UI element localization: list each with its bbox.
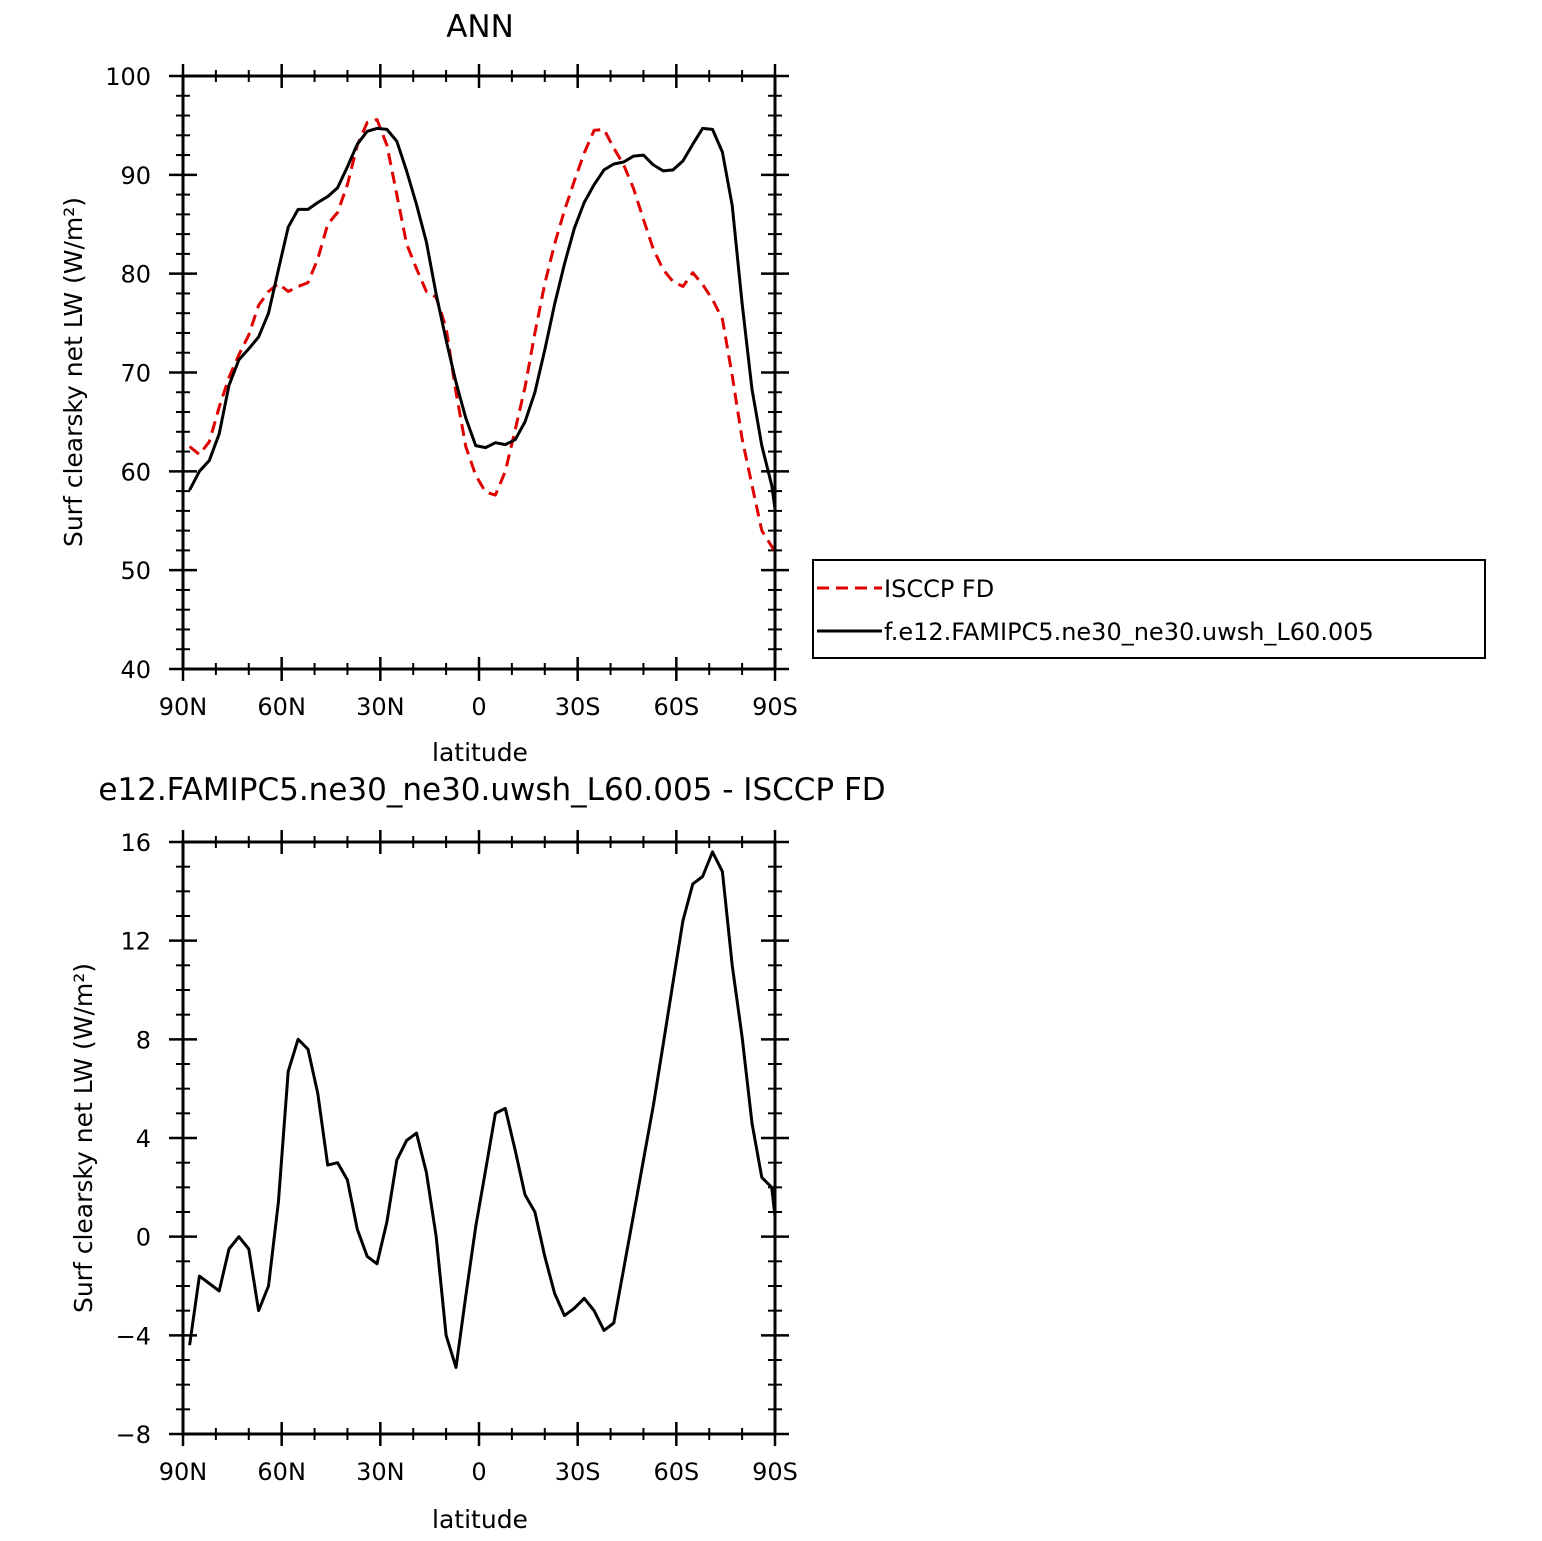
x-tick-label: 90N bbox=[159, 693, 208, 721]
x-tick-label: 60N bbox=[257, 1458, 306, 1486]
x-tick-label: 60S bbox=[653, 1458, 699, 1486]
top-chart-title: ANN bbox=[446, 9, 514, 45]
x-tick-label: 60S bbox=[653, 693, 699, 721]
y-tick-label: 100 bbox=[105, 63, 151, 91]
x-tick-label: 60N bbox=[257, 693, 306, 721]
top-y-axis-title: Surf clearsky net LW (W/m²) bbox=[59, 197, 88, 547]
bottom-x-axis-title: latitude bbox=[432, 1505, 528, 1534]
x-tick-label: 90N bbox=[159, 1458, 208, 1486]
bottom-axis-ticks: 90N 60N 30N 0 30S 60S 90S 16 12 8 4 0 −4 −8 bbox=[116, 829, 798, 1486]
x-tick-label: 90S bbox=[752, 693, 798, 721]
y-tick-label: −4 bbox=[116, 1322, 151, 1350]
bottom-series-line-difference bbox=[188, 850, 775, 1369]
top-series-line-model bbox=[188, 126, 775, 520]
bottom-y-axis-title: Surf clearsky net LW (W/m²) bbox=[69, 963, 98, 1313]
top-x-axis-title: latitude bbox=[432, 738, 528, 767]
bottom-plot-frame bbox=[181, 840, 777, 1436]
bottom-chart-title: e12.FAMIPC5.ne30_ne30.uwsh_L60.005 - ISC… bbox=[98, 772, 885, 808]
x-tick-label: 30N bbox=[356, 693, 405, 721]
legend-label-model: f.e12.FAMIPC5.ne30_ne30.uwsh_L60.005 bbox=[884, 618, 1374, 646]
y-tick-label: 90 bbox=[120, 162, 151, 190]
x-tick-label: 30N bbox=[356, 1458, 405, 1486]
x-tick-label: 0 bbox=[471, 1458, 486, 1486]
legend: ISCCP FD f.e12.FAMIPC5.ne30_ne30.uwsh_L6… bbox=[812, 559, 1486, 659]
x-tick-label: 90S bbox=[752, 1458, 798, 1486]
top-series-group bbox=[188, 118, 775, 555]
y-tick-label: 8 bbox=[136, 1026, 151, 1054]
y-tick-label: 12 bbox=[120, 928, 151, 956]
y-tick-label: 0 bbox=[136, 1224, 151, 1252]
top-panel: ANN Surf clearsky net LW (W/m²) latitude… bbox=[59, 9, 1486, 767]
bottom-panel: e12.FAMIPC5.ne30_ne30.uwsh_L60.005 - ISC… bbox=[69, 772, 886, 1534]
y-tick-label: 80 bbox=[120, 261, 151, 289]
y-tick-label: 60 bbox=[120, 458, 151, 486]
legend-label-isccp: ISCCP FD bbox=[884, 575, 994, 603]
y-tick-label: 4 bbox=[136, 1125, 151, 1153]
y-tick-label: 40 bbox=[120, 656, 151, 684]
top-plot-frame bbox=[181, 74, 777, 671]
y-tick-label: 16 bbox=[120, 829, 151, 857]
y-tick-label: −8 bbox=[116, 1421, 151, 1449]
x-tick-label: 30S bbox=[555, 693, 601, 721]
top-axis-ticks: 90N 60N 30N 0 30S 60S 90S 100 90 80 70 60 50 40 bbox=[105, 63, 798, 721]
legend-box bbox=[812, 559, 1486, 659]
y-tick-label: 50 bbox=[120, 557, 151, 585]
x-tick-label: 0 bbox=[471, 693, 486, 721]
bottom-series-group bbox=[188, 850, 775, 1369]
y-tick-label: 70 bbox=[120, 360, 151, 388]
x-tick-label: 30S bbox=[555, 1458, 601, 1486]
top-series-line-isccp bbox=[188, 118, 775, 555]
